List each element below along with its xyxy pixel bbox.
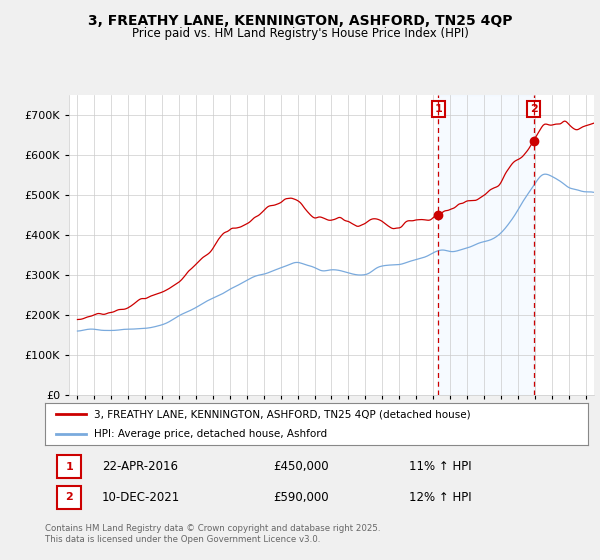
FancyBboxPatch shape [58, 486, 82, 508]
Text: Price paid vs. HM Land Registry's House Price Index (HPI): Price paid vs. HM Land Registry's House … [131, 27, 469, 40]
Text: £590,000: £590,000 [273, 491, 329, 503]
Text: 2: 2 [530, 104, 538, 114]
Text: 2: 2 [65, 492, 73, 502]
Text: 3, FREATHY LANE, KENNINGTON, ASHFORD, TN25 4QP (detached house): 3, FREATHY LANE, KENNINGTON, ASHFORD, TN… [94, 409, 470, 419]
Text: 1: 1 [65, 462, 73, 472]
Text: HPI: Average price, detached house, Ashford: HPI: Average price, detached house, Ashf… [94, 430, 327, 439]
Text: 1: 1 [434, 104, 442, 114]
Text: 10-DEC-2021: 10-DEC-2021 [102, 491, 180, 503]
Text: £450,000: £450,000 [273, 460, 329, 473]
FancyBboxPatch shape [58, 455, 82, 478]
Text: 11% ↑ HPI: 11% ↑ HPI [409, 460, 472, 473]
Text: Contains HM Land Registry data © Crown copyright and database right 2025.
This d: Contains HM Land Registry data © Crown c… [45, 524, 380, 544]
Text: 22-APR-2016: 22-APR-2016 [102, 460, 178, 473]
Text: 12% ↑ HPI: 12% ↑ HPI [409, 491, 472, 503]
Bar [439, 95, 534, 395]
Text: 3, FREATHY LANE, KENNINGTON, ASHFORD, TN25 4QP: 3, FREATHY LANE, KENNINGTON, ASHFORD, TN… [88, 14, 512, 28]
